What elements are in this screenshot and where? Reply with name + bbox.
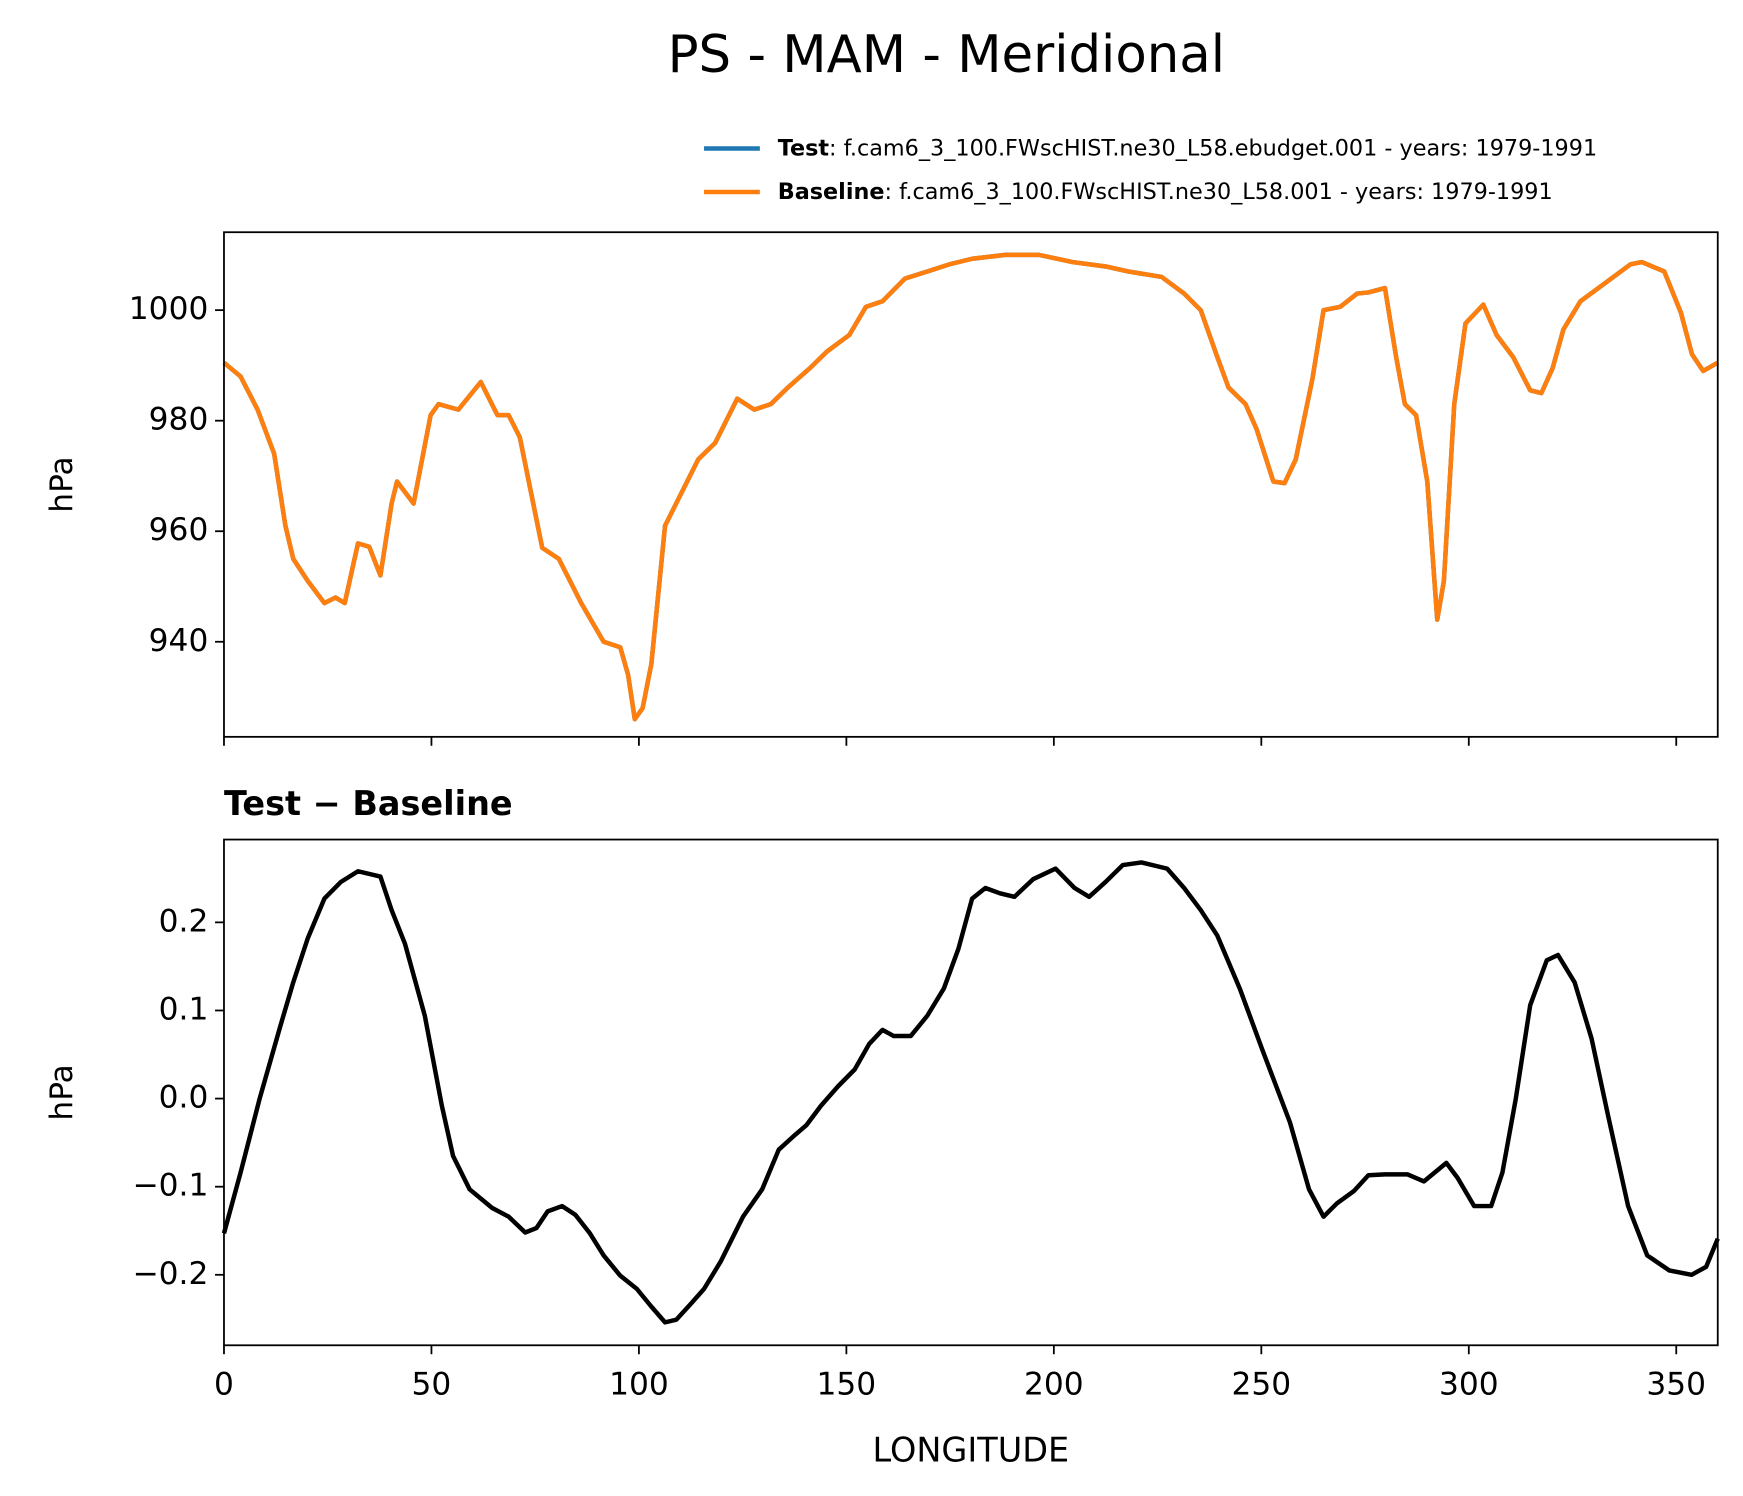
data-line xyxy=(221,860,1720,1325)
subplot-title: Test − Baseline xyxy=(224,784,513,823)
y-tick-label: 940 xyxy=(149,623,209,659)
legend-name: Baseline xyxy=(778,179,885,205)
legend-entry: Test: f.cam6_3_100.FWscHIST.ne30_L58.ebu… xyxy=(778,135,1597,161)
plot-frame xyxy=(223,231,1719,738)
y-tick-label: 0.2 xyxy=(159,903,209,939)
x-tick-label: 350 xyxy=(1646,1366,1706,1402)
x-tick-label: 0 xyxy=(214,1366,234,1402)
legend-description: : f.cam6_3_100.FWscHIST.ne30_L58.001 - y… xyxy=(885,179,1553,205)
y-tick-label: 980 xyxy=(149,402,209,438)
x-tick-label: 150 xyxy=(817,1366,877,1402)
y-tick-label: 0.1 xyxy=(159,991,209,1027)
legend-entry: Baseline: f.cam6_3_100.FWscHIST.ne30_L58… xyxy=(778,179,1553,205)
y-axis-label: hPa xyxy=(44,1064,80,1120)
y-tick-label: −0.1 xyxy=(132,1168,208,1204)
x-tick-label: 300 xyxy=(1439,1366,1499,1402)
data-line xyxy=(222,252,1719,722)
x-tick-label: 100 xyxy=(609,1366,669,1402)
x-tick-label: 50 xyxy=(412,1366,452,1402)
x-axis-label: LONGITUDE xyxy=(873,1430,1070,1469)
x-tick-label: 200 xyxy=(1024,1366,1084,1402)
legend-name: Test xyxy=(778,135,830,161)
legend-description: : f.cam6_3_100.FWscHIST.ne30_L58.ebudget… xyxy=(829,135,1597,161)
y-tick-label: −0.2 xyxy=(132,1256,208,1292)
y-tick-label: 1000 xyxy=(129,291,209,327)
y-tick-label: 0.0 xyxy=(159,1080,209,1116)
figure-title: PS - MAM - Meridional xyxy=(668,25,1225,85)
x-tick-label: 250 xyxy=(1231,1366,1291,1402)
plot-frame xyxy=(223,838,1719,1347)
y-tick-label: 960 xyxy=(149,512,209,548)
y-axis-label: hPa xyxy=(44,456,80,512)
